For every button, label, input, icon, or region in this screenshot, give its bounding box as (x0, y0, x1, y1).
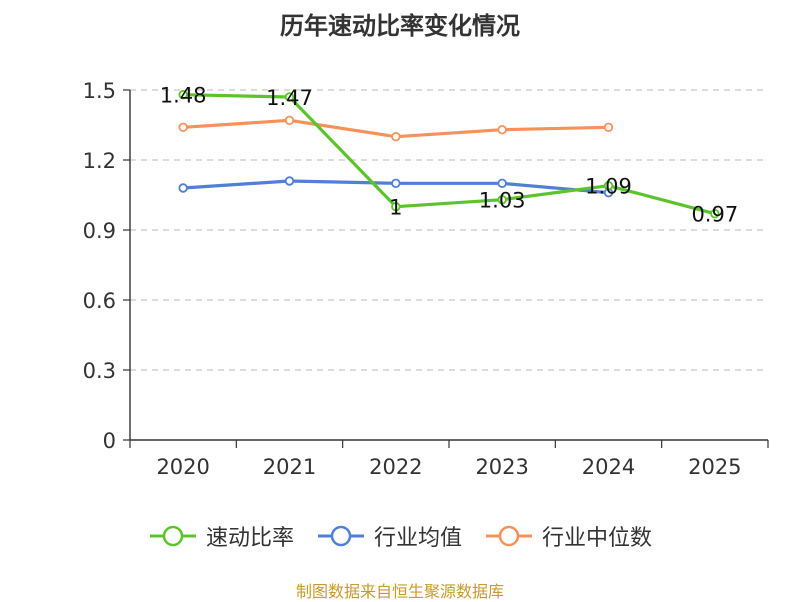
x-tick-label: 2024 (582, 455, 635, 479)
chart-title: 历年速动比率变化情况 (280, 12, 520, 40)
legend-swatch-icon (317, 525, 364, 547)
axis-layer: 0 0.3 0.6 0.9 1.2 1.5 2020 2021 2022 2023 2024 2025 (83, 79, 769, 479)
y-tick-label: 0.9 (83, 219, 116, 243)
data-point (178, 183, 188, 193)
data-point (178, 122, 188, 133)
legend-swatch-icon (486, 525, 532, 547)
legend-swatch-icon (149, 525, 196, 547)
x-tick-label: 2022 (369, 455, 422, 479)
data-point (178, 89, 188, 100)
x-tick-label: 2023 (475, 455, 528, 479)
y-tick-label: 1.2 (83, 149, 116, 173)
source-note: 制图数据来自恒生聚源数据库 (295, 582, 504, 601)
y-tick-label: 1.5 (83, 79, 116, 103)
data-label: 1.09 (585, 175, 632, 199)
legend-item[interactable]: 行业中位数 (484, 520, 652, 552)
legend: 速动比率 行业均值 行业中位数 (0, 520, 800, 552)
data-point (284, 92, 295, 102)
x-tick-label: 2020 (156, 455, 209, 479)
data-point (497, 194, 507, 205)
y-tick-label: 0.6 (83, 289, 116, 313)
legend-label: 行业均值 (373, 526, 462, 551)
data-point (391, 131, 401, 142)
data-point (391, 178, 401, 189)
data-label: 1.48 (160, 84, 207, 108)
legend-label: 速动比率 (205, 526, 294, 551)
data-point (497, 178, 507, 189)
data-point (497, 124, 507, 135)
series-layer (178, 89, 720, 219)
data-point (710, 208, 720, 219)
y-tick-label: 0 (103, 429, 116, 453)
data-label: 1.47 (266, 86, 313, 110)
legend-label: 行业中位数 (542, 526, 653, 551)
data-label-layer: 1.48 1.47 1 1.03 1.09 0.97 (160, 84, 738, 227)
legend-item[interactable]: 速动比率 (148, 520, 294, 552)
data-label: 0.97 (691, 203, 738, 227)
x-tick-label: 2025 (688, 455, 741, 479)
legend-item[interactable]: 行业均值 (316, 520, 462, 552)
data-label: 1 (389, 196, 402, 220)
grid-layer (130, 89, 768, 371)
data-point (603, 180, 614, 191)
series-line (183, 93, 716, 216)
data-label: 1.03 (479, 189, 526, 213)
data-point (391, 201, 401, 212)
data-point (284, 176, 295, 186)
data-point (284, 115, 295, 126)
y-tick-label: 0.3 (83, 359, 116, 383)
data-point (603, 122, 614, 133)
x-tick-label: 2021 (263, 455, 316, 479)
